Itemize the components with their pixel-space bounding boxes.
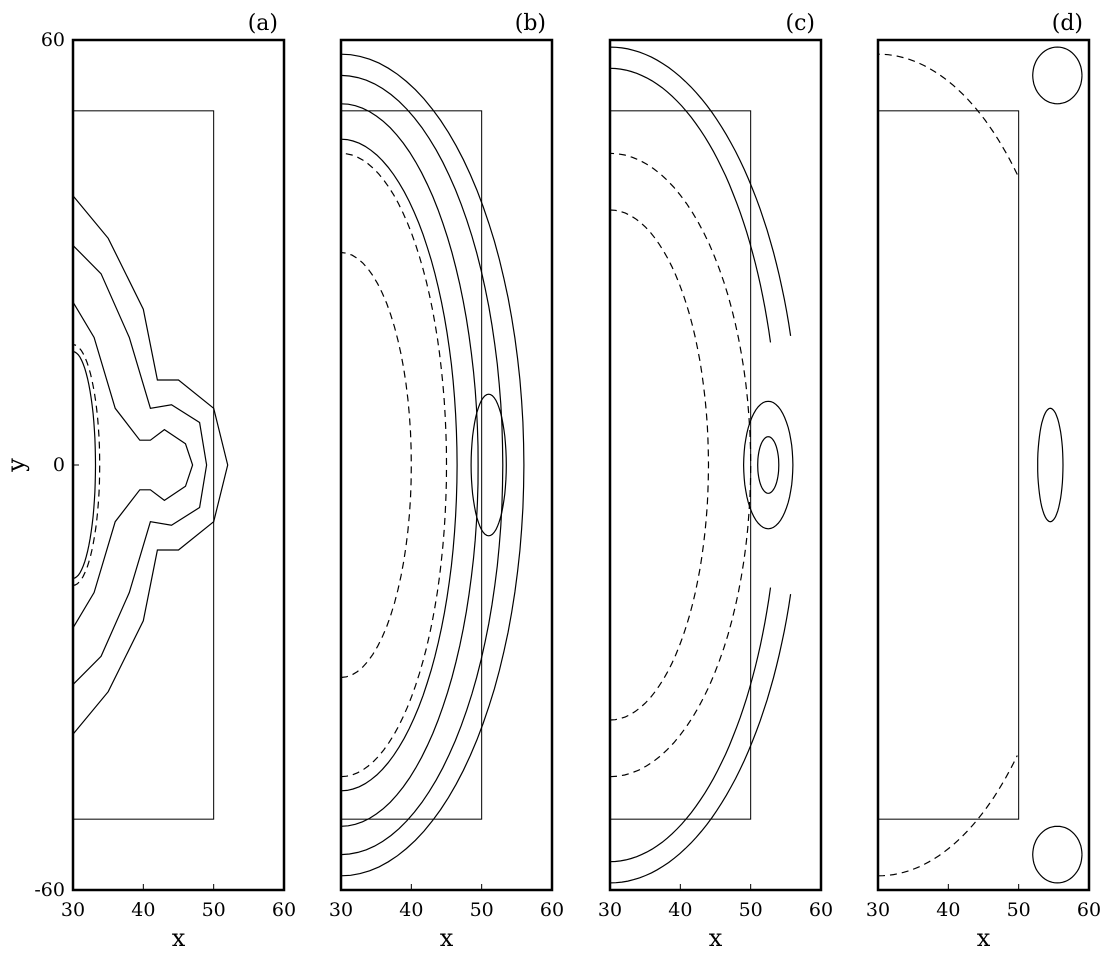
x-tick-label: 30 <box>598 899 622 921</box>
domain-rectangle <box>340 110 483 820</box>
contour-solid <box>72 301 194 629</box>
chart-panel-c: 30 40 50 60 x (c) <box>598 11 833 952</box>
x-axis-label: x <box>172 924 186 952</box>
contour-solid <box>340 53 525 877</box>
contour-solid <box>742 400 794 530</box>
x-tick-label: 30 <box>866 899 890 921</box>
contour-dashed <box>72 344 101 586</box>
x-tick-label: 50 <box>1007 899 1031 921</box>
contour-solid <box>470 393 507 537</box>
panel-label: (d) <box>1052 11 1083 36</box>
y-tick-label: -60 <box>34 879 65 901</box>
plot-frame <box>876 38 1091 892</box>
x-tick-label: 50 <box>470 899 494 921</box>
x-axis-label: x <box>440 924 454 952</box>
panel-label: (a) <box>248 11 278 36</box>
x-tick-label: 30 <box>329 899 353 921</box>
contour-dashed <box>877 53 1018 175</box>
y-axis-label: y <box>2 458 30 473</box>
contour-solid <box>609 46 792 336</box>
x-tick-label: 50 <box>739 899 763 921</box>
contour-solid <box>340 138 458 792</box>
chart-panel-d: 30 40 50 60 x (d) <box>866 11 1101 952</box>
x-tick-label: 40 <box>399 899 423 921</box>
x-tick-label: 60 <box>1077 899 1101 921</box>
x-axis-label: x <box>709 924 723 952</box>
contour-solid <box>757 436 780 494</box>
x-axis-label: x <box>977 924 991 952</box>
contour-dashed <box>609 209 710 721</box>
x-tick-label: 30 <box>61 899 85 921</box>
contour-solid <box>340 74 504 856</box>
contour-solid <box>1032 46 1083 105</box>
y-tick-label: 60 <box>41 29 65 51</box>
panel-label: (c) <box>786 11 816 36</box>
contour-dashed <box>609 152 752 778</box>
chart-panel-b: 30 40 50 60 x (b) <box>329 11 564 952</box>
x-tick-label: 60 <box>809 899 833 921</box>
contour-solid <box>72 244 208 686</box>
x-tick-label: 60 <box>272 899 296 921</box>
domain-rectangle <box>609 110 752 820</box>
x-tick-label: 40 <box>668 899 692 921</box>
contour-dashed <box>877 755 1018 877</box>
chart-panel-a: 30 40 50 60 x (a) -60 0 60 y <box>2 11 296 952</box>
contour-solid <box>609 67 772 343</box>
contour-solid <box>72 351 97 579</box>
x-tick-label: 40 <box>131 899 155 921</box>
plot-frame <box>71 38 286 892</box>
x-tick-label: 60 <box>540 899 564 921</box>
panel-label: (b) <box>515 11 546 36</box>
contour-solid <box>609 594 792 884</box>
contour-dashed <box>340 251 412 679</box>
contour-solid <box>1032 825 1083 884</box>
contour-solid <box>609 587 772 863</box>
domain-rectangle <box>877 110 1020 820</box>
x-tick-label: 40 <box>936 899 960 921</box>
contour-solid <box>340 103 479 827</box>
y-tick-label: 0 <box>53 454 65 476</box>
x-tick-label: 50 <box>202 899 226 921</box>
contour-solid <box>72 195 229 735</box>
plot-frame <box>608 38 823 892</box>
contour-dashed <box>340 152 448 778</box>
contour-solid <box>1037 407 1064 523</box>
